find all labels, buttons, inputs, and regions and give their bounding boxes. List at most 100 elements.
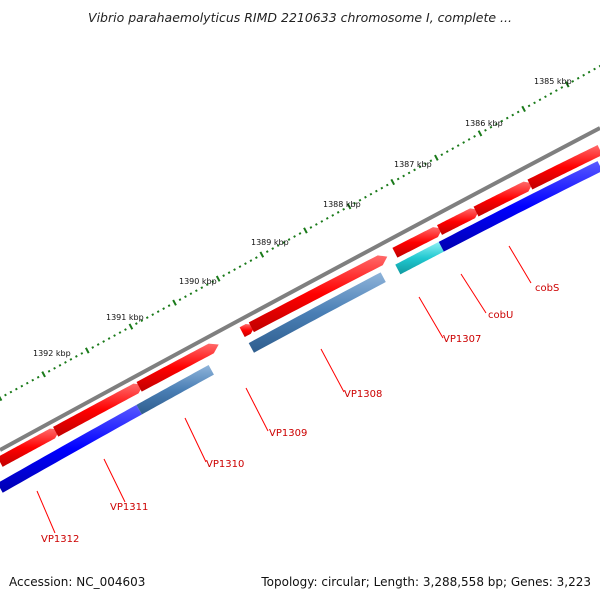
ruler-tick: [385, 183, 389, 187]
ruler-label: 1385 kbp: [534, 77, 572, 86]
gene-label-VP1308[interactable]: VP1308: [344, 389, 382, 400]
forward-cds-block: [53, 383, 144, 437]
ruler-tick: [15, 387, 18, 391]
accession: Accession: NC_004603: [9, 575, 145, 589]
leader-line: [460, 273, 487, 314]
ruler-tick: [489, 125, 493, 129]
ruler-tick: [582, 73, 585, 77]
ruler-tick: [195, 289, 198, 293]
ruler-tick: [167, 304, 171, 308]
ruler-tick: [538, 98, 542, 102]
gene-feature-block: [136, 364, 214, 415]
ruler-tick: [9, 390, 13, 394]
ruler-tick: [211, 280, 215, 284]
ruler-tick: [320, 220, 324, 223]
map-title: Vibrio parahaemolyticus RIMD 2210633 chr…: [88, 10, 512, 25]
forward-cds-block: [392, 227, 443, 258]
ruler-ticks: [0, 64, 600, 402]
ruler-tick: [598, 64, 600, 68]
ruler-tick: [227, 271, 231, 275]
ruler-tick: [467, 138, 471, 141]
ruler-tick: [0, 394, 3, 402]
ruler-tick: [113, 334, 116, 337]
ruler-tick: [140, 319, 144, 322]
ruler-tick: [315, 223, 318, 226]
ruler-tick: [265, 250, 269, 253]
ruler-label: 1388 kbp: [323, 200, 361, 209]
reverse-cds-block: [0, 404, 142, 493]
gene-features: [136, 241, 444, 415]
leader-line: [245, 387, 269, 432]
gene-leader-lines: [36, 245, 532, 534]
chromosome-backbone: [0, 126, 600, 452]
leader-line: [418, 296, 444, 339]
ruler-tick: [375, 189, 378, 193]
ruler-tick: [222, 274, 225, 278]
gene-label-VP1309[interactable]: VP1309: [269, 428, 307, 439]
reverse-cds-block: [438, 161, 600, 252]
ruler-tick: [156, 310, 160, 313]
ruler-tick: [259, 251, 265, 258]
ruler-tick: [516, 110, 520, 114]
ruler-tick: [346, 203, 352, 210]
gene-feature-block: [248, 272, 386, 353]
reverse-strand-features: [0, 161, 600, 493]
ruler-tick: [107, 337, 111, 340]
ruler-tick: [205, 283, 209, 287]
gene-label-cobU[interactable]: cobU: [488, 310, 513, 321]
ruler-tick: [477, 130, 483, 137]
gene-label-cobS[interactable]: cobS: [535, 283, 559, 294]
genome-summary: Topology: circular; Length: 3,288,558 bp…: [260, 575, 591, 589]
ruler-tick: [249, 259, 253, 262]
leader-line: [103, 458, 126, 503]
ruler-tick: [445, 150, 449, 154]
ruler-tick: [429, 159, 433, 163]
ruler-tick: [473, 135, 476, 138]
ruler-label: 1391 kbp: [106, 313, 144, 322]
ruler-tick: [364, 195, 367, 199]
forward-cds-block: [136, 343, 219, 392]
ruler-tick: [53, 366, 56, 370]
ruler-tick: [244, 262, 247, 265]
ruler-tick: [96, 343, 100, 346]
ruler-tick: [369, 192, 373, 196]
ruler-tick: [587, 70, 591, 74]
ruler-tick: [418, 165, 422, 169]
ruler-tick: [20, 384, 24, 388]
gene-label-VP1312[interactable]: VP1312: [41, 534, 79, 545]
ruler-tick: [172, 299, 177, 306]
ruler-tick: [593, 67, 596, 71]
ruler-tick: [298, 232, 302, 235]
ruler-tick: [102, 340, 105, 343]
gene-label-VP1307[interactable]: VP1307: [443, 334, 481, 345]
ruler-labels: 1385 kbp 1386 kbp 1387 kbp 1388 kbp 1389…: [33, 77, 572, 358]
ruler-tick: [451, 147, 455, 150]
ruler-tick: [511, 113, 515, 117]
ruler-tick: [533, 101, 536, 105]
ruler-tick: [402, 174, 405, 178]
gene-label-VP1311[interactable]: VP1311: [110, 502, 148, 513]
ruler-tick: [58, 363, 62, 367]
ruler-tick: [91, 346, 95, 349]
leader-line: [184, 417, 207, 463]
ruler-label: 1392 kbp: [33, 349, 71, 358]
ruler-tick: [303, 227, 308, 234]
ruler-tick: [75, 355, 78, 358]
ruler-tick: [505, 116, 509, 120]
ruler-label: 1390 kbp: [179, 277, 217, 286]
ruler-label: 1389 kbp: [251, 238, 289, 247]
ruler-tick: [560, 86, 564, 89]
ruler-tick: [145, 316, 149, 319]
ruler-tick: [413, 168, 416, 172]
ruler-tick: [456, 144, 460, 147]
ruler-tick: [178, 298, 182, 302]
ruler-tick: [380, 186, 384, 190]
gene-labels: cobS cobU VP1307 VP1308 VP1309 VP1310 VP…: [41, 283, 559, 545]
ruler-tick: [31, 378, 35, 382]
ruler-tick: [25, 381, 29, 385]
ruler-tick: [424, 162, 427, 166]
ruler-tick: [396, 177, 400, 181]
ruler-tick: [162, 307, 165, 310]
gene-label-VP1310[interactable]: VP1310: [206, 459, 244, 470]
